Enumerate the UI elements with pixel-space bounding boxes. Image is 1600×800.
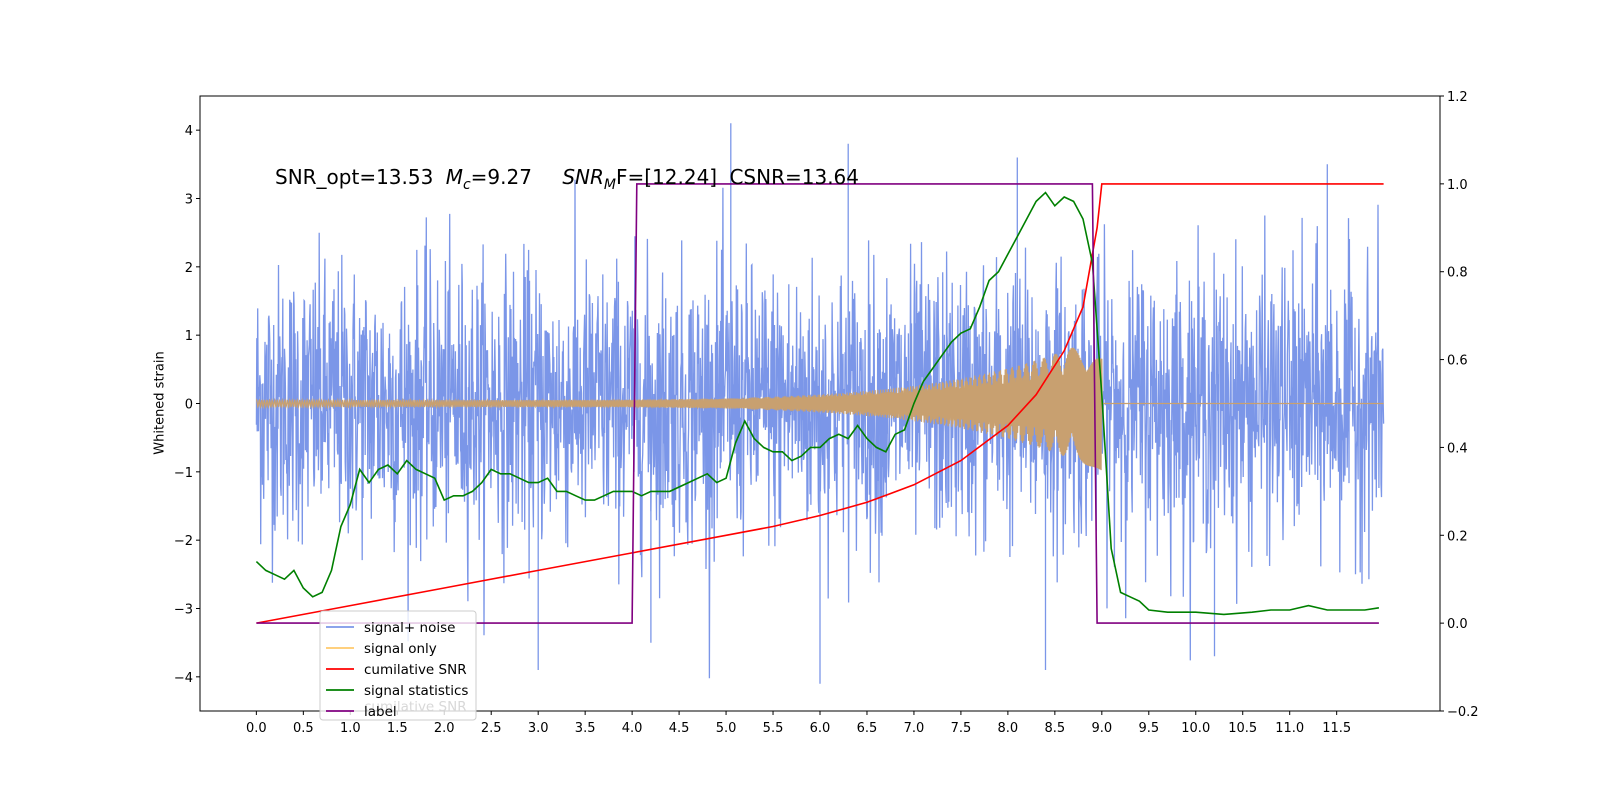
y-tick-label-left: 3 — [185, 193, 193, 208]
x-tick-label: 1.5 — [387, 721, 408, 736]
x-tick-label: 5.5 — [763, 721, 784, 736]
legend: cumilative SNR signal+ noise signal only c… — [319, 610, 477, 721]
x-tick-label: 3.5 — [575, 721, 596, 736]
x-tick-label: 7.5 — [951, 721, 972, 736]
x-axis: 0.0 0.5 1.0 1.5 2.0 2.5 3.0 3.5 4.0 4.5 5.0 5.5 6.0 6… — [246, 711, 1351, 736]
y-tick-label-right: 0.8 — [1447, 266, 1468, 281]
y-tick-label-right: 0.2 — [1447, 529, 1468, 544]
x-tick-label: 11.5 — [1322, 721, 1351, 736]
legend-label: cumilative SNR — [364, 662, 467, 678]
x-tick-label: 4.5 — [669, 721, 690, 736]
x-tick-label: 8.0 — [998, 721, 1019, 736]
y-tick-label-left: 4 — [185, 124, 193, 139]
y-axis-right: −0.2 0.0 0.2 0.4 0.6 0.8 1.0 1.2 — [1440, 90, 1479, 720]
y-tick-label-left: 0 — [185, 398, 193, 413]
series-signal-statistics — [255, 191, 1380, 616]
x-tick-label: 9.0 — [1091, 721, 1112, 736]
chart-title: SNR_opt=13.53 Mc=9.27 SNRMF=[12.24] CSNR… — [275, 165, 859, 193]
series-label — [256, 183, 1379, 624]
series-cumulative-snr — [256, 183, 1384, 624]
y-tick-label-left: −4 — [174, 671, 193, 686]
y-tick-label-left: 1 — [185, 329, 193, 344]
y-tick-label-left: −3 — [174, 603, 193, 618]
y-tick-label-right: 0.4 — [1447, 441, 1468, 456]
y-axis-label-left: Whitened strain — [153, 351, 168, 454]
legend-box — [319, 610, 477, 721]
legend-ghost-label: cumilative SNR — [364, 699, 467, 715]
y-tick-label-right: 0.0 — [1447, 617, 1468, 632]
x-tick-label: 2.5 — [481, 721, 502, 736]
legend-label: signal statistics — [364, 683, 468, 699]
x-tick-label: 7.0 — [904, 721, 925, 736]
legend-label: signal+ noise — [364, 620, 455, 636]
x-tick-label: 1.0 — [340, 721, 361, 736]
y-tick-label-right: 0.6 — [1447, 354, 1468, 369]
x-tick-label: 10.0 — [1181, 721, 1210, 736]
plot-area — [255, 123, 1385, 684]
x-tick-label: 9.5 — [1138, 721, 1159, 736]
y-tick-label-right: 1.0 — [1447, 178, 1468, 193]
x-tick-label: 10.5 — [1228, 721, 1257, 736]
y-tick-label-right: −0.2 — [1447, 705, 1479, 720]
legend-label: signal only — [364, 641, 437, 657]
x-tick-label: 4.0 — [622, 721, 643, 736]
x-tick-label: 8.5 — [1045, 721, 1066, 736]
x-tick-label: 11.0 — [1275, 721, 1304, 736]
y-axis-left: −4 −3 −2 −1 0 1 2 3 4 — [174, 124, 200, 686]
y-tick-label-left: −2 — [174, 534, 193, 549]
series-signal-only — [255, 347, 1384, 471]
x-tick-label: 3.0 — [528, 721, 549, 736]
legend-label: label — [364, 704, 397, 720]
x-tick-label: 0.0 — [246, 721, 267, 736]
y-tick-label-left: −1 — [174, 466, 193, 481]
x-tick-label: 5.0 — [716, 721, 737, 736]
x-tick-label: 6.5 — [857, 721, 878, 736]
x-tick-label: 2.0 — [434, 721, 455, 736]
x-tick-label: 0.5 — [293, 721, 314, 736]
y-tick-label-right: 1.2 — [1447, 90, 1468, 105]
y-tick-label-left: 2 — [185, 261, 193, 276]
x-tick-label: 6.0 — [810, 721, 831, 736]
